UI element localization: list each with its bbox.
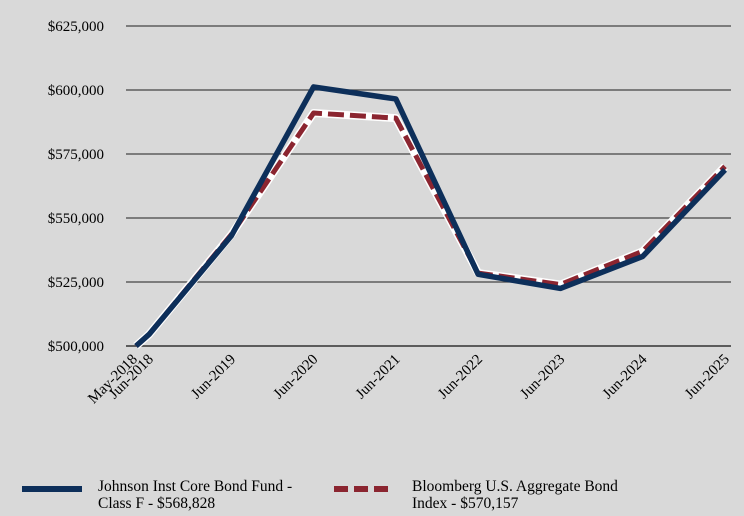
series-line-halo bbox=[133, 109, 728, 349]
x-tick-label: Jun-2023 bbox=[517, 352, 568, 403]
y-tick-label: $600,000 bbox=[48, 83, 104, 99]
legend-swatch-fund bbox=[22, 486, 82, 492]
legend: Johnson Inst Core Bond Fund - Class F - … bbox=[0, 478, 744, 516]
y-tick-label: $550,000 bbox=[48, 211, 104, 227]
series-line-fund bbox=[134, 84, 727, 349]
y-tick-label: $575,000 bbox=[48, 147, 104, 163]
y-tick-label: $625,000 bbox=[48, 19, 104, 35]
series-line-index bbox=[134, 110, 727, 348]
x-tick-label: Jun-2024 bbox=[600, 351, 651, 402]
x-tick-label: Jun-2022 bbox=[435, 352, 486, 403]
x-tick-label: Jun-2019 bbox=[188, 352, 239, 403]
x-tick-label: Jun-2025 bbox=[682, 352, 733, 403]
x-tick-label: Jun-2021 bbox=[353, 352, 404, 403]
legend-label-fund: Johnson Inst Core Bond Fund - Class F - … bbox=[98, 478, 293, 512]
legend-label-index: Bloomberg U.S. Aggregate Bond Index - $5… bbox=[412, 478, 618, 512]
y-tick-label: $525,000 bbox=[48, 275, 104, 291]
x-tick-label: Jun-2020 bbox=[271, 352, 322, 403]
legend-swatch-index bbox=[334, 486, 394, 492]
line-chart: $500,000 $525,000 $550,000 $575,000 $600,000… bbox=[48, 19, 733, 407]
y-tick-label: $500,000 bbox=[48, 339, 104, 355]
